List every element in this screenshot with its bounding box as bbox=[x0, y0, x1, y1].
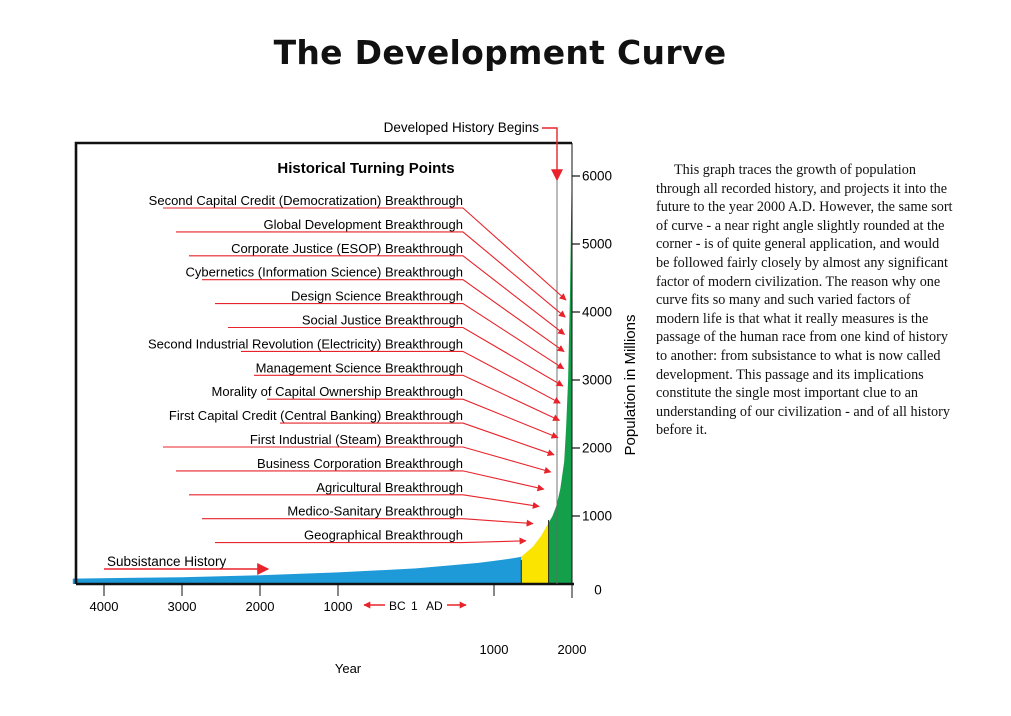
plot-frame bbox=[74, 141, 572, 584]
turning-point-label: Morality of Capital Ownership Breakthrou… bbox=[212, 384, 463, 399]
y-tick-label: 0 bbox=[594, 583, 602, 598]
subsistance-history-label: Subsistance History bbox=[107, 554, 227, 569]
y-axis-title: Population in Millions bbox=[622, 315, 639, 456]
x-tick-label: 2000 bbox=[558, 642, 587, 657]
x-tick-label: 3000 bbox=[168, 599, 197, 614]
turning-point-leader bbox=[228, 326, 564, 387]
era-ad-label: AD bbox=[426, 599, 443, 613]
chart-title: Historical Turning Points bbox=[277, 160, 454, 177]
turning-point-label: Second Capital Credit (Democratization) … bbox=[149, 193, 463, 208]
turning-point-leader bbox=[202, 279, 565, 353]
turning-point-label: First Capital Credit (Central Banking) B… bbox=[169, 408, 463, 423]
turning-point-label: Social Justice Breakthrough bbox=[302, 313, 463, 328]
area-series-2 bbox=[521, 522, 549, 584]
x-tick-label: 1000 bbox=[324, 599, 353, 614]
area-series-3 bbox=[548, 155, 572, 584]
turning-point-label: Global Development Breakthrough bbox=[264, 217, 463, 232]
x-axis-title: Year bbox=[335, 661, 362, 676]
turning-point-leader bbox=[176, 470, 545, 492]
x-tick-label: 1000 bbox=[480, 642, 509, 657]
turning-point-leader bbox=[280, 422, 555, 457]
turning-point-label: Cybernetics (Information Science) Breakt… bbox=[186, 265, 463, 280]
era-bc-label: BC bbox=[389, 599, 406, 613]
turning-point-label: First Industrial (Steam) Breakthrough bbox=[250, 432, 463, 447]
y-tick-label: 6000 bbox=[582, 169, 612, 184]
turning-point-label: Geographical Breakthrough bbox=[304, 528, 463, 543]
turning-point-leader bbox=[241, 350, 561, 404]
x-tick-label: 4000 bbox=[90, 599, 119, 614]
turning-point-leader bbox=[215, 537, 527, 545]
turning-point-leader bbox=[202, 518, 534, 527]
turning-point-label: Medico-Sanitary Breakthrough bbox=[287, 504, 463, 519]
turning-point-leader bbox=[189, 255, 566, 335]
turning-point-leader bbox=[163, 446, 552, 474]
turning-point-leader bbox=[267, 398, 559, 439]
era-one-label: 1 bbox=[411, 599, 418, 613]
turning-point-label: Design Science Breakthrough bbox=[291, 289, 463, 304]
page-title: The Development Curve bbox=[273, 33, 727, 72]
description-paragraph: This graph traces the growth of populati… bbox=[656, 162, 953, 439]
y-tick-label: 4000 bbox=[582, 305, 612, 320]
turning-point-leader bbox=[189, 494, 540, 509]
developed-history-begins-arrow bbox=[542, 127, 563, 182]
developed-history-begins-label: Developed History Begins bbox=[384, 120, 540, 135]
y-tick-label: 5000 bbox=[582, 237, 612, 252]
turning-point-label: Management Science Breakthrough bbox=[256, 360, 463, 375]
turning-point-label: Corporate Justice (ESOP) Breakthrough bbox=[231, 241, 463, 256]
turning-point-leader bbox=[215, 303, 565, 370]
y-tick-label: 2000 bbox=[582, 441, 612, 456]
turning-point-leader bbox=[254, 374, 561, 421]
turning-point-label: Second Industrial Revolution (Electricit… bbox=[148, 336, 463, 351]
turning-point-label: Business Corporation Breakthrough bbox=[257, 456, 463, 471]
x-tick-label: 2000 bbox=[246, 599, 275, 614]
turning-point-leader bbox=[163, 207, 567, 301]
y-tick-label: 3000 bbox=[582, 373, 612, 388]
turning-point-leader bbox=[176, 231, 566, 318]
y-tick-label: 1000 bbox=[582, 509, 612, 524]
turning-point-label: Agricultural Breakthrough bbox=[316, 480, 463, 495]
area-series-1 bbox=[72, 556, 522, 584]
